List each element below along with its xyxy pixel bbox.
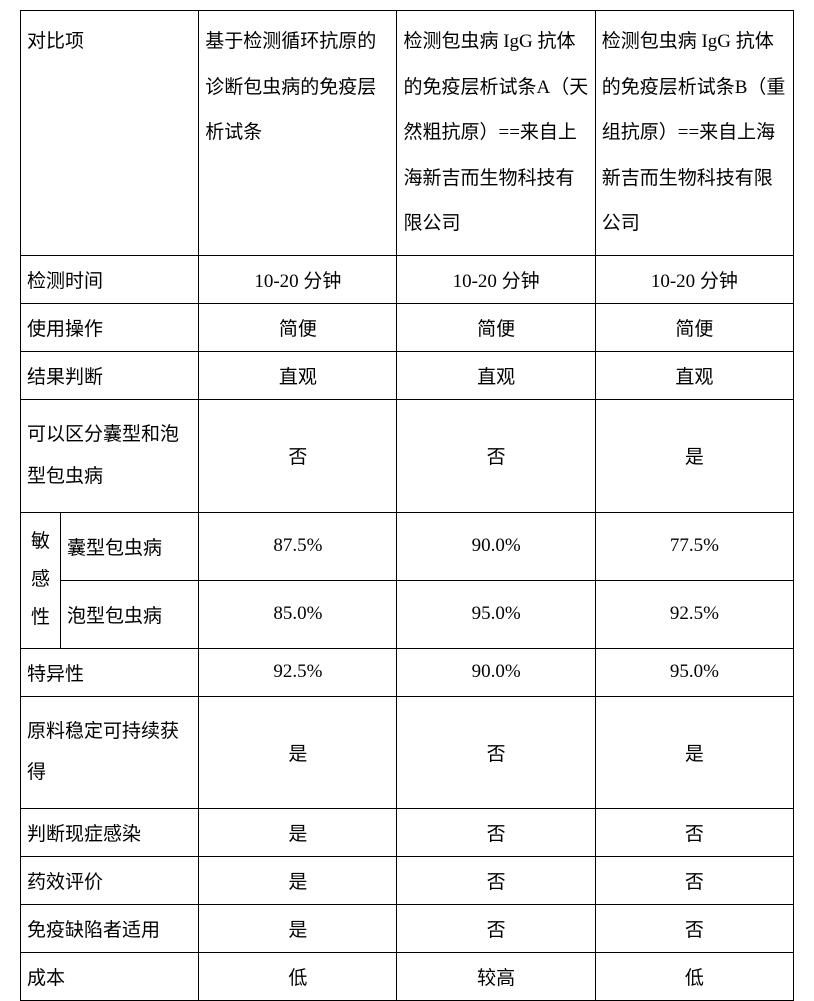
- comparison-table: 对比项 基于检测循环抗原的诊断包虫病的免疫层析试条 检测包虫病 IgG 抗体的免…: [20, 10, 794, 1001]
- cell: 否: [397, 809, 595, 857]
- row-label-distinguish: 可以区分囊型和泡型包虫病: [21, 399, 199, 512]
- row-label-material: 原料稳定可持续获得: [21, 696, 199, 809]
- cell: 否: [199, 399, 397, 512]
- cell: 10-20 分钟: [199, 255, 397, 303]
- cell: 是: [595, 399, 793, 512]
- cell: 直观: [199, 351, 397, 399]
- cell: 10-20 分钟: [595, 255, 793, 303]
- cell: 77.5%: [595, 512, 793, 580]
- table-header-row: 对比项 基于检测循环抗原的诊断包虫病的免疫层析试条 检测包虫病 IgG 抗体的免…: [21, 11, 794, 256]
- cell: 直观: [595, 351, 793, 399]
- cell: 是: [199, 696, 397, 809]
- cell: 87.5%: [199, 512, 397, 580]
- table-row: 敏 感 性 囊型包虫病 87.5% 90.0% 77.5%: [21, 512, 794, 580]
- header-method3: 检测包虫病 IgG 抗体的免疫层析试条B（重组抗原）==来自上海新吉而生物科技有…: [595, 11, 793, 256]
- cell: 95.0%: [397, 580, 595, 648]
- table-row: 药效评价 是 否 否: [21, 857, 794, 905]
- cell: 否: [397, 857, 595, 905]
- cell: 是: [199, 809, 397, 857]
- cell: 否: [397, 399, 595, 512]
- row-group-sensitivity: 敏 感 性: [21, 512, 61, 648]
- sensitivity-char1: 敏: [21, 523, 60, 561]
- cell: 是: [595, 696, 793, 809]
- cell: 95.0%: [595, 648, 793, 696]
- row-label-cost: 成本: [21, 953, 199, 1001]
- row-label-sens-ae: 泡型包虫病: [61, 580, 199, 648]
- header-compare: 对比项: [21, 11, 199, 256]
- table-row: 检测时间 10-20 分钟 10-20 分钟 10-20 分钟: [21, 255, 794, 303]
- table-row: 原料稳定可持续获得 是 否 是: [21, 696, 794, 809]
- cell: 简便: [595, 303, 793, 351]
- cell: 否: [595, 905, 793, 953]
- header-method2: 检测包虫病 IgG 抗体的免疫层析试条A（天然粗抗原）==来自上海新吉而生物科技…: [397, 11, 595, 256]
- cell: 是: [199, 905, 397, 953]
- cell: 否: [397, 905, 595, 953]
- cell: 是: [199, 857, 397, 905]
- table-row: 可以区分囊型和泡型包虫病 否 否 是: [21, 399, 794, 512]
- cell: 简便: [199, 303, 397, 351]
- sensitivity-char2: 感: [21, 561, 60, 599]
- header-method1: 基于检测循环抗原的诊断包虫病的免疫层析试条: [199, 11, 397, 256]
- cell: 92.5%: [199, 648, 397, 696]
- table-row: 免疫缺陷者适用 是 否 否: [21, 905, 794, 953]
- row-label-efficacy: 药效评价: [21, 857, 199, 905]
- cell: 85.0%: [199, 580, 397, 648]
- row-label-time: 检测时间: [21, 255, 199, 303]
- cell: 低: [199, 953, 397, 1001]
- table-row: 判断现症感染 是 否 否: [21, 809, 794, 857]
- table-row: 成本 低 较高 低: [21, 953, 794, 1001]
- table-row: 特异性 92.5% 90.0% 95.0%: [21, 648, 794, 696]
- cell: 直观: [397, 351, 595, 399]
- cell: 否: [595, 809, 793, 857]
- row-label-result: 结果判断: [21, 351, 199, 399]
- row-label-current: 判断现症感染: [21, 809, 199, 857]
- row-label-immuno: 免疫缺陷者适用: [21, 905, 199, 953]
- row-label-sens-ce: 囊型包虫病: [61, 512, 199, 580]
- cell: 低: [595, 953, 793, 1001]
- cell: 90.0%: [397, 512, 595, 580]
- table-row: 结果判断 直观 直观 直观: [21, 351, 794, 399]
- cell: 简便: [397, 303, 595, 351]
- cell: 否: [397, 696, 595, 809]
- cell: 较高: [397, 953, 595, 1001]
- table-row: 泡型包虫病 85.0% 95.0% 92.5%: [21, 580, 794, 648]
- cell: 否: [595, 857, 793, 905]
- cell: 92.5%: [595, 580, 793, 648]
- sensitivity-char3: 性: [21, 599, 60, 637]
- cell: 10-20 分钟: [397, 255, 595, 303]
- table-row: 使用操作 简便 简便 简便: [21, 303, 794, 351]
- cell: 90.0%: [397, 648, 595, 696]
- row-label-operation: 使用操作: [21, 303, 199, 351]
- row-label-spec: 特异性: [21, 648, 199, 696]
